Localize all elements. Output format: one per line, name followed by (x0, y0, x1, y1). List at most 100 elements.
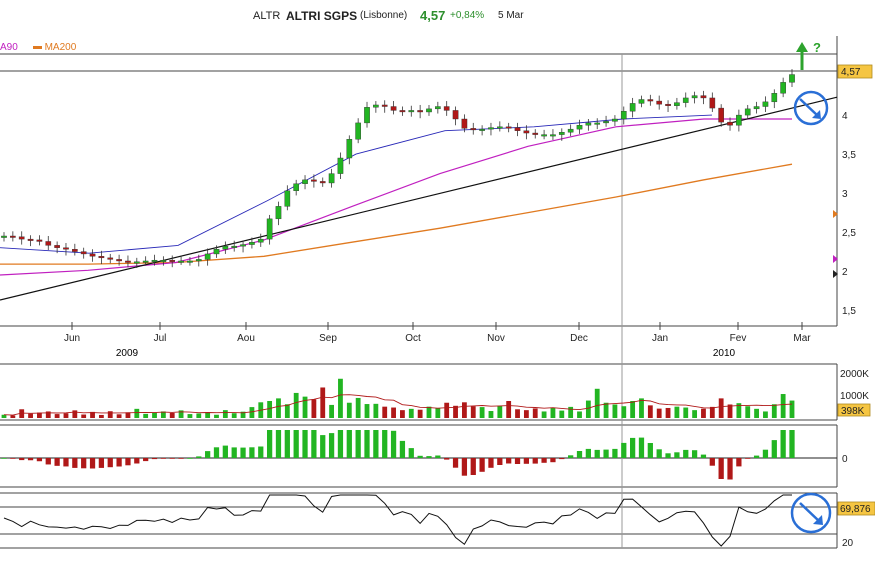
volume-bar (630, 400, 636, 418)
volume-bar (152, 412, 157, 418)
candle-body (284, 190, 291, 207)
volume-bar (329, 404, 335, 418)
price-y-axis-labels: 1,5 2 2,5 3 3,5 4 (842, 111, 856, 317)
x-axis-ticks (71, 322, 803, 330)
volume-bar (479, 407, 485, 418)
rsi-badge-label: 69,876 (840, 504, 871, 515)
volume-bar (771, 404, 777, 418)
candle-body (133, 261, 140, 264)
x-tick-label: Fev (730, 333, 747, 344)
oscillator-bar (709, 458, 715, 466)
oscillator-bar (36, 458, 43, 462)
candle-body (629, 103, 636, 112)
oscillator-bar (647, 443, 653, 458)
oscillator-bar (444, 458, 450, 460)
x-tick-label: Jun (64, 333, 80, 344)
candle-body (160, 259, 167, 262)
oscillator-bar (550, 458, 556, 463)
trendline (0, 96, 838, 301)
oscillator-bar (603, 449, 609, 458)
last-volume-badge (837, 403, 871, 417)
candle-body (337, 157, 344, 174)
legend-ma200-swatch (32, 45, 42, 49)
volume-bar (249, 407, 255, 418)
volume-bar (98, 414, 104, 418)
oscillator-bar (364, 430, 370, 458)
candle-body (36, 239, 43, 242)
volume-bar (656, 408, 662, 418)
rsi-series-line (3, 494, 792, 547)
oscillator-bar (275, 430, 282, 458)
volume-bar (417, 409, 423, 418)
volume-bar (37, 412, 42, 418)
candle-body (399, 110, 406, 113)
volume-tick-2000k: 2000K (840, 369, 869, 380)
candle-body (27, 238, 34, 241)
volume-bar (461, 402, 467, 418)
oscillator-bar (479, 458, 485, 472)
volume-bar (736, 403, 742, 418)
volume-bar (470, 406, 476, 418)
oscillator-bar (568, 455, 574, 458)
volume-bar (160, 411, 166, 418)
candle-body (107, 257, 114, 260)
volume-bar (373, 403, 379, 418)
volume-bar (107, 411, 113, 418)
volume-tick-1000k: 1000K (840, 391, 869, 402)
oscillator-bar (762, 449, 769, 458)
volume-bar (72, 410, 78, 418)
arrow-up-icon (796, 42, 808, 52)
volume-bar (276, 398, 281, 418)
volume-bar (488, 411, 494, 418)
candle-body (461, 118, 468, 129)
candle-body (249, 242, 255, 245)
x-tick-label: Sep (319, 333, 337, 344)
candle-body (1, 235, 7, 238)
candle-body (620, 110, 627, 120)
oscillator-bar (302, 430, 308, 458)
volume-bar (196, 413, 202, 418)
volume-bar (54, 414, 60, 418)
volume-bar (453, 405, 458, 418)
oscillator-bar (346, 430, 352, 458)
oscillator-bar (612, 448, 618, 458)
volume-y-axis-labels: 2000K 1000K (840, 369, 869, 402)
oscillator-bar (72, 458, 78, 468)
candle-body (10, 235, 16, 238)
volume-bar (214, 414, 219, 418)
candle-body (373, 104, 379, 108)
oscillator-bar (107, 458, 113, 468)
candle-body (18, 236, 25, 240)
candle-body (558, 132, 565, 135)
oscillator-bar (541, 458, 547, 463)
oscillator-bar (116, 458, 122, 467)
candle-body (151, 259, 158, 262)
trendline-marker (833, 270, 838, 278)
candle-body (514, 127, 521, 131)
volume-bar (63, 413, 69, 418)
oscillator-bar (585, 448, 591, 458)
rsi-line (3, 494, 792, 547)
volume-bar (338, 378, 343, 418)
oscillator-bar (390, 430, 397, 458)
oscillator-bar (311, 430, 317, 458)
oscillator-bar (656, 449, 662, 458)
volume-bar (550, 407, 556, 418)
market-name: (Lisbonne) (360, 10, 408, 21)
candle-body (762, 101, 769, 107)
candle-body (195, 259, 202, 262)
oscillator-bar (621, 442, 627, 458)
volume-bar (311, 399, 317, 418)
candle-body (355, 122, 361, 140)
oscillator-bar (240, 447, 246, 458)
volume-bar (435, 407, 441, 418)
candle-body (169, 259, 176, 262)
candle-body (142, 260, 149, 263)
candle-body (523, 130, 530, 134)
oscillator-bar (408, 448, 414, 458)
candle-body (222, 245, 229, 250)
last-price: 4,57 (420, 8, 446, 23)
volume-bar (559, 410, 565, 418)
oscillator-bar (160, 458, 166, 459)
